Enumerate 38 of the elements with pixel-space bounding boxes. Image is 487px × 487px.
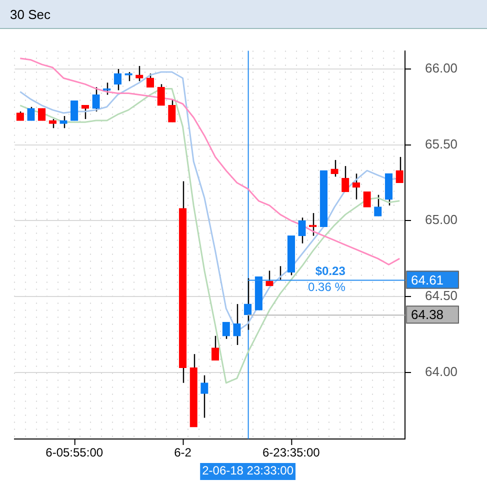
candlestick xyxy=(114,68,122,91)
x-tick-label: 6-2 xyxy=(174,445,192,460)
y-tick-label: 65.50 xyxy=(425,136,458,152)
candlestick xyxy=(60,115,68,129)
y-tick-label: 64.50 xyxy=(425,288,458,304)
candlestick xyxy=(92,86,100,112)
candlestick xyxy=(27,106,35,122)
candlestick xyxy=(352,173,360,200)
candlestick xyxy=(374,194,382,217)
y-tick-label: 64.00 xyxy=(425,364,458,379)
chart-title: 30 Sec xyxy=(10,6,50,22)
candlestick xyxy=(298,217,306,244)
x-tick-label: 6-05:55:00 xyxy=(46,445,104,460)
candlestick xyxy=(157,84,165,106)
x-tick-label: 6-23:35:00 xyxy=(262,445,320,460)
y-tick-label: 65.00 xyxy=(425,212,458,228)
ref-line-label: 64.61 xyxy=(411,272,444,288)
candlestick xyxy=(48,118,56,129)
ref-line-label: 64.38 xyxy=(411,307,444,322)
candlestick xyxy=(200,374,208,418)
candlestick xyxy=(309,212,317,236)
y-tick-label: 66.00 xyxy=(425,60,458,76)
annotation: $0.23 xyxy=(315,264,346,278)
candlestick xyxy=(136,65,144,82)
candlestick xyxy=(211,335,220,361)
candlestick xyxy=(244,278,252,330)
candlestick xyxy=(103,82,111,96)
candlestick xyxy=(81,104,90,120)
annotation: 0.36 % xyxy=(308,280,346,294)
candlestick xyxy=(168,98,176,123)
candlestick xyxy=(363,191,371,208)
candlestick xyxy=(342,165,350,192)
candlestick xyxy=(70,100,78,122)
x-tick-label: 2-06-18 23:33:00 xyxy=(202,463,294,478)
candlestick xyxy=(222,322,230,340)
candlestick xyxy=(330,159,338,178)
candlestick xyxy=(266,270,274,286)
candlestick xyxy=(233,303,241,346)
